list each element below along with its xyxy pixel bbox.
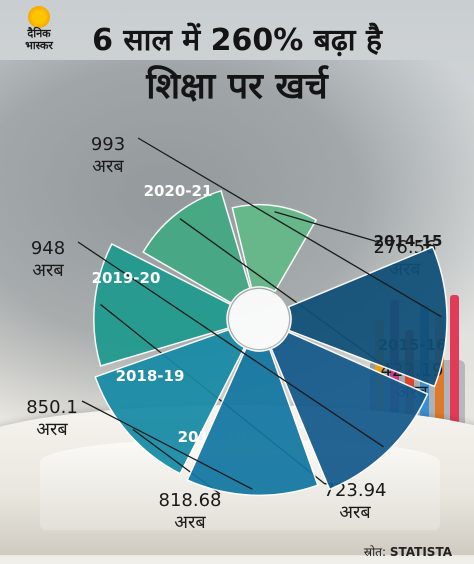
leader-line bbox=[81, 400, 253, 490]
value-label: 850.1 bbox=[26, 397, 78, 418]
logo-line-1: दैनिक bbox=[27, 27, 51, 40]
unit-label: अरब bbox=[32, 260, 64, 281]
petal-2020-21 bbox=[287, 246, 448, 388]
petal-2018-19 bbox=[186, 347, 319, 497]
unit-label: अरब bbox=[36, 419, 68, 440]
brand-logo: दैनिक भास्कर bbox=[14, 6, 64, 56]
source-name: STATISTA bbox=[389, 545, 452, 559]
petal-2015-16 bbox=[142, 189, 251, 305]
leader-line bbox=[137, 137, 442, 318]
value-label: 948 bbox=[31, 238, 65, 259]
petal-2019-20 bbox=[270, 331, 429, 491]
unit-label: अरब bbox=[339, 502, 371, 523]
unit-label: अरब bbox=[174, 512, 206, 533]
chart-title: 6 साल में 260% बढ़ा है bbox=[92, 23, 382, 58]
year-label: 2020-21 bbox=[144, 182, 213, 200]
value-label: 993 bbox=[91, 134, 125, 155]
chart-subtitle: शिक्षा पर खर्च bbox=[146, 66, 328, 107]
source-label: स्रोत: bbox=[363, 545, 387, 559]
year-label: 2014-15 bbox=[374, 232, 443, 250]
value-label: 818.68 bbox=[159, 490, 222, 511]
petal-2014-15 bbox=[231, 203, 318, 293]
sun-icon bbox=[28, 6, 50, 28]
logo-line-2: भास्कर bbox=[25, 39, 53, 52]
center-hole bbox=[229, 289, 289, 349]
unit-label: अरब bbox=[92, 156, 124, 177]
year-label: 2018-19 bbox=[116, 367, 185, 385]
source-credit: स्रोत: STATISTA bbox=[364, 543, 452, 560]
leader-line bbox=[77, 241, 384, 448]
petal-2016-17 bbox=[93, 242, 232, 367]
leader-line bbox=[274, 211, 376, 242]
petal-2017-18 bbox=[94, 328, 246, 475]
year-label: 2019-20 bbox=[92, 269, 161, 287]
